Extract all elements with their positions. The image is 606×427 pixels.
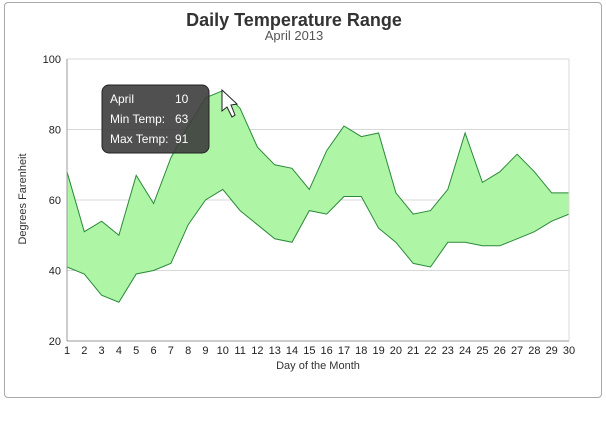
x-tick-label: 29	[546, 345, 558, 357]
tooltip-max-value: 91	[175, 132, 189, 146]
x-tick-label: 25	[476, 345, 488, 357]
x-tick-label: 10	[217, 345, 229, 357]
x-tick-label: 13	[269, 345, 281, 357]
tooltip-day-label: April	[110, 92, 134, 106]
x-tick-label: 9	[202, 345, 208, 357]
tooltip-min-label: Min Temp:	[110, 112, 165, 126]
x-tick-label: 14	[286, 345, 298, 357]
tooltip-min-value: 63	[175, 112, 189, 126]
x-tick-label: 21	[407, 345, 419, 357]
x-tick-label: 7	[168, 345, 174, 357]
x-tick-label: 16	[321, 345, 333, 357]
x-tick-label: 5	[133, 345, 139, 357]
chart-title: Daily Temperature Range	[186, 10, 402, 30]
x-tick-label: 4	[116, 345, 122, 357]
y-tick-label: 60	[49, 195, 61, 207]
x-tick-label: 8	[185, 345, 191, 357]
x-tick-label: 28	[528, 345, 540, 357]
tooltip-background	[101, 84, 210, 154]
x-tick-label: 19	[372, 345, 384, 357]
x-tick-labels: 1 2 3 4 5 6 7 8 9 10 11 12 13 14 15 16 17 18 19 20 21 22 23 24 2…	[64, 345, 575, 357]
y-tick-labels: 20 40 60 80 100	[43, 54, 61, 348]
x-tick-label: 26	[494, 345, 506, 357]
y-axis-label: Degrees Farenheit	[17, 153, 29, 244]
x-axis-label: Day of the Month	[276, 360, 360, 372]
x-tick-label: 30	[563, 345, 575, 357]
x-tick-label: 15	[303, 345, 315, 357]
x-tick-label: 24	[459, 345, 471, 357]
x-tick-label: 3	[99, 345, 105, 357]
data-tooltip: April 10 Min Temp: 63 Max Temp: 91	[101, 84, 210, 154]
x-tick-label: 22	[424, 345, 436, 357]
max-temp-line	[66, 90, 569, 237]
x-tick-label: 17	[338, 345, 350, 357]
x-tick-label: 11	[234, 345, 245, 357]
y-tick-label: 80	[49, 125, 61, 137]
y-tick-label: 100	[43, 54, 61, 66]
x-tick-label: 6	[150, 345, 156, 357]
x-tick-label: 27	[511, 345, 523, 357]
x-tick-label: 2	[81, 345, 87, 357]
min-temp-line	[66, 188, 570, 303]
mouse-cursor-icon	[221, 88, 239, 118]
x-tick-label: 12	[251, 345, 263, 357]
tooltip-day-value: 10	[175, 92, 189, 106]
y-tick-label: 40	[49, 266, 61, 278]
x-tick-label: 18	[355, 345, 367, 357]
chart-subtitle: April 2013	[265, 28, 324, 43]
y-tick-label: 20	[49, 336, 61, 348]
x-tick-label: 20	[390, 345, 402, 357]
tooltip-max-label: Max Temp:	[110, 132, 168, 146]
axes	[66, 59, 570, 342]
x-tick-label: 1	[64, 345, 70, 357]
x-tick-label: 23	[442, 345, 454, 357]
